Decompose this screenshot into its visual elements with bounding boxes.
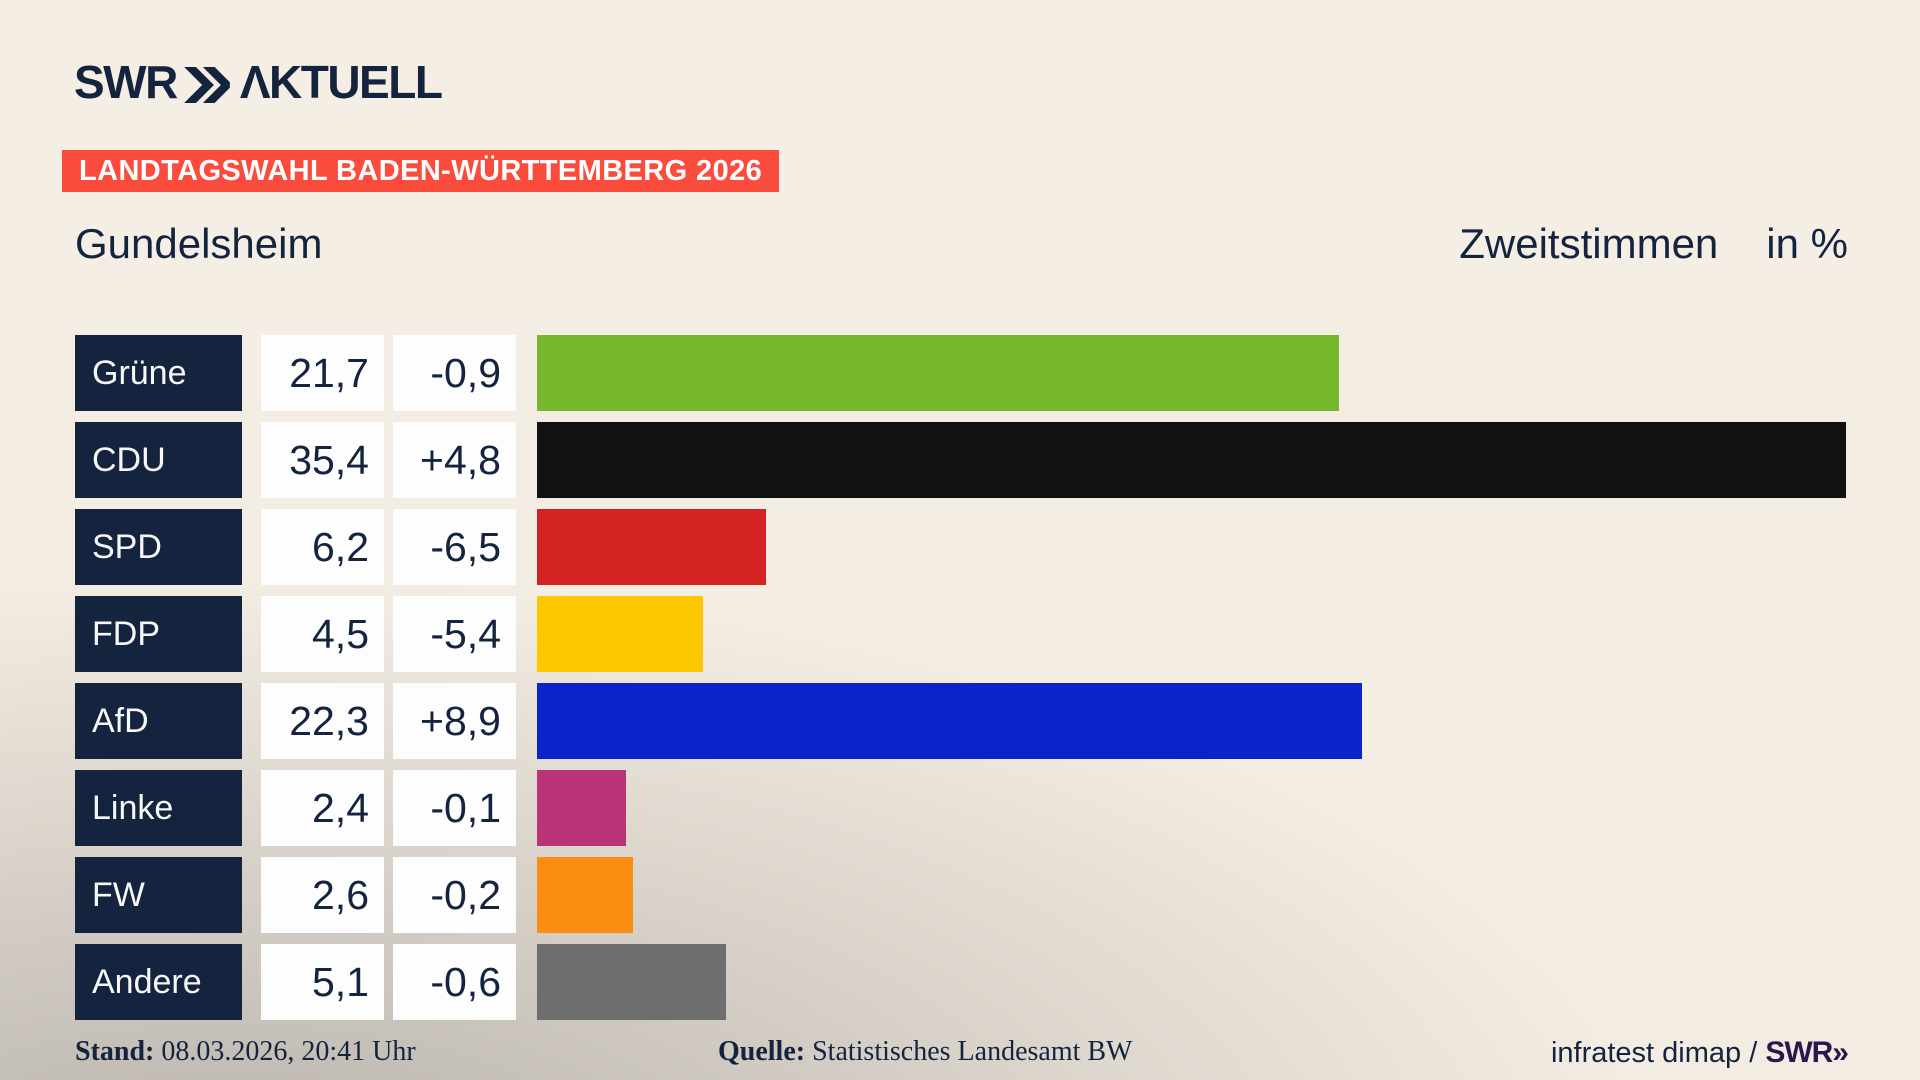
source-credit: Quelle: Statistisches Landesamt BW: [718, 1036, 1132, 1068]
swr-aktuell-logo: SWR ΛKTUELL: [74, 55, 443, 109]
result-bar: [537, 596, 704, 672]
party-label: AfD: [75, 683, 242, 759]
change-cell: -0,9: [393, 335, 516, 411]
double-right-chevron-icon: [183, 67, 230, 103]
value-cell: 22,3: [261, 683, 384, 759]
chart-row: Andere 5,1 -0,6: [75, 944, 1846, 1020]
bar-track: [537, 857, 1846, 933]
bar-track: [537, 770, 1846, 846]
election-banner: LANDTAGSWAHL BADEN-WÜRTTEMBERG 2026: [62, 150, 780, 192]
swr-mini-logo: SWR»: [1765, 1036, 1849, 1069]
credit-text: infratest dimap /: [1550, 1037, 1766, 1069]
quelle-label: Quelle:: [718, 1036, 806, 1067]
party-label: SPD: [75, 509, 242, 585]
value-cell: 2,6: [261, 857, 384, 933]
bar-track: [537, 944, 1846, 1020]
chart-row: FDP 4,5 -5,4: [75, 596, 1846, 672]
value-cell: 35,4: [261, 422, 384, 498]
change-cell: +4,8: [393, 422, 516, 498]
chart-row: SPD 6,2 -6,5: [75, 509, 1846, 585]
value-cell: 2,4: [261, 770, 384, 846]
chart-row: CDU 35,4 +4,8: [75, 422, 1846, 498]
result-bar: [537, 944, 726, 1020]
change-cell: -5,4: [393, 596, 516, 672]
change-cell: +8,9: [393, 683, 516, 759]
measure-title: Zweitstimmen in %: [1459, 220, 1848, 268]
party-label: CDU: [75, 422, 242, 498]
chart-row: FW 2,6 -0,2: [75, 857, 1846, 933]
party-label: FDP: [75, 596, 242, 672]
party-label: Grüne: [75, 335, 242, 411]
agency-credit: infratest dimap / SWR»: [1550, 1036, 1849, 1070]
bar-track: [537, 596, 1846, 672]
result-bar: [537, 683, 1362, 759]
unit-label: in %: [1766, 220, 1848, 267]
value-cell: 21,7: [261, 335, 384, 411]
measure-label: Zweitstimmen: [1459, 220, 1719, 267]
quelle-value: Statistisches Landesamt BW: [805, 1036, 1133, 1067]
party-label: Linke: [75, 770, 242, 846]
value-cell: 4,5: [261, 596, 384, 672]
chart-row: Grüne 21,7 -0,9: [75, 335, 1846, 411]
change-cell: -0,1: [393, 770, 516, 846]
change-cell: -0,6: [393, 944, 516, 1020]
value-cell: 5,1: [261, 944, 384, 1020]
result-bar: [537, 770, 626, 846]
stand-timestamp: Stand: 08.03.2026, 20:41 Uhr: [75, 1036, 416, 1068]
party-label: Andere: [75, 944, 242, 1020]
title-row: Gundelsheim Zweitstimmen in %: [75, 220, 1848, 268]
bar-track: [537, 422, 1846, 498]
stand-label: Stand:: [75, 1036, 155, 1067]
party-label: FW: [75, 857, 242, 933]
chart-row: Linke 2,4 -0,1: [75, 770, 1846, 846]
swr-logo-text: SWR: [74, 56, 178, 108]
bar-chart: Grüne 21,7 -0,9 CDU 35,4 +4,8 SPD 6,2 -6…: [75, 335, 1846, 1020]
result-bar: [537, 857, 634, 933]
chart-row: AfD 22,3 +8,9: [75, 683, 1846, 759]
result-bar: [537, 335, 1340, 411]
municipality-title: Gundelsheim: [75, 220, 323, 267]
result-bar: [537, 509, 767, 585]
stand-value: 08.03.2026, 20:41 Uhr: [154, 1036, 416, 1067]
result-bar: [537, 422, 1846, 498]
value-cell: 6,2: [261, 509, 384, 585]
bar-track: [537, 335, 1846, 411]
bar-track: [537, 683, 1846, 759]
bar-track: [537, 509, 1846, 585]
change-cell: -6,5: [393, 509, 516, 585]
aktuell-logo-text: ΛKTUELL: [239, 56, 443, 108]
change-cell: -0,2: [393, 857, 516, 933]
